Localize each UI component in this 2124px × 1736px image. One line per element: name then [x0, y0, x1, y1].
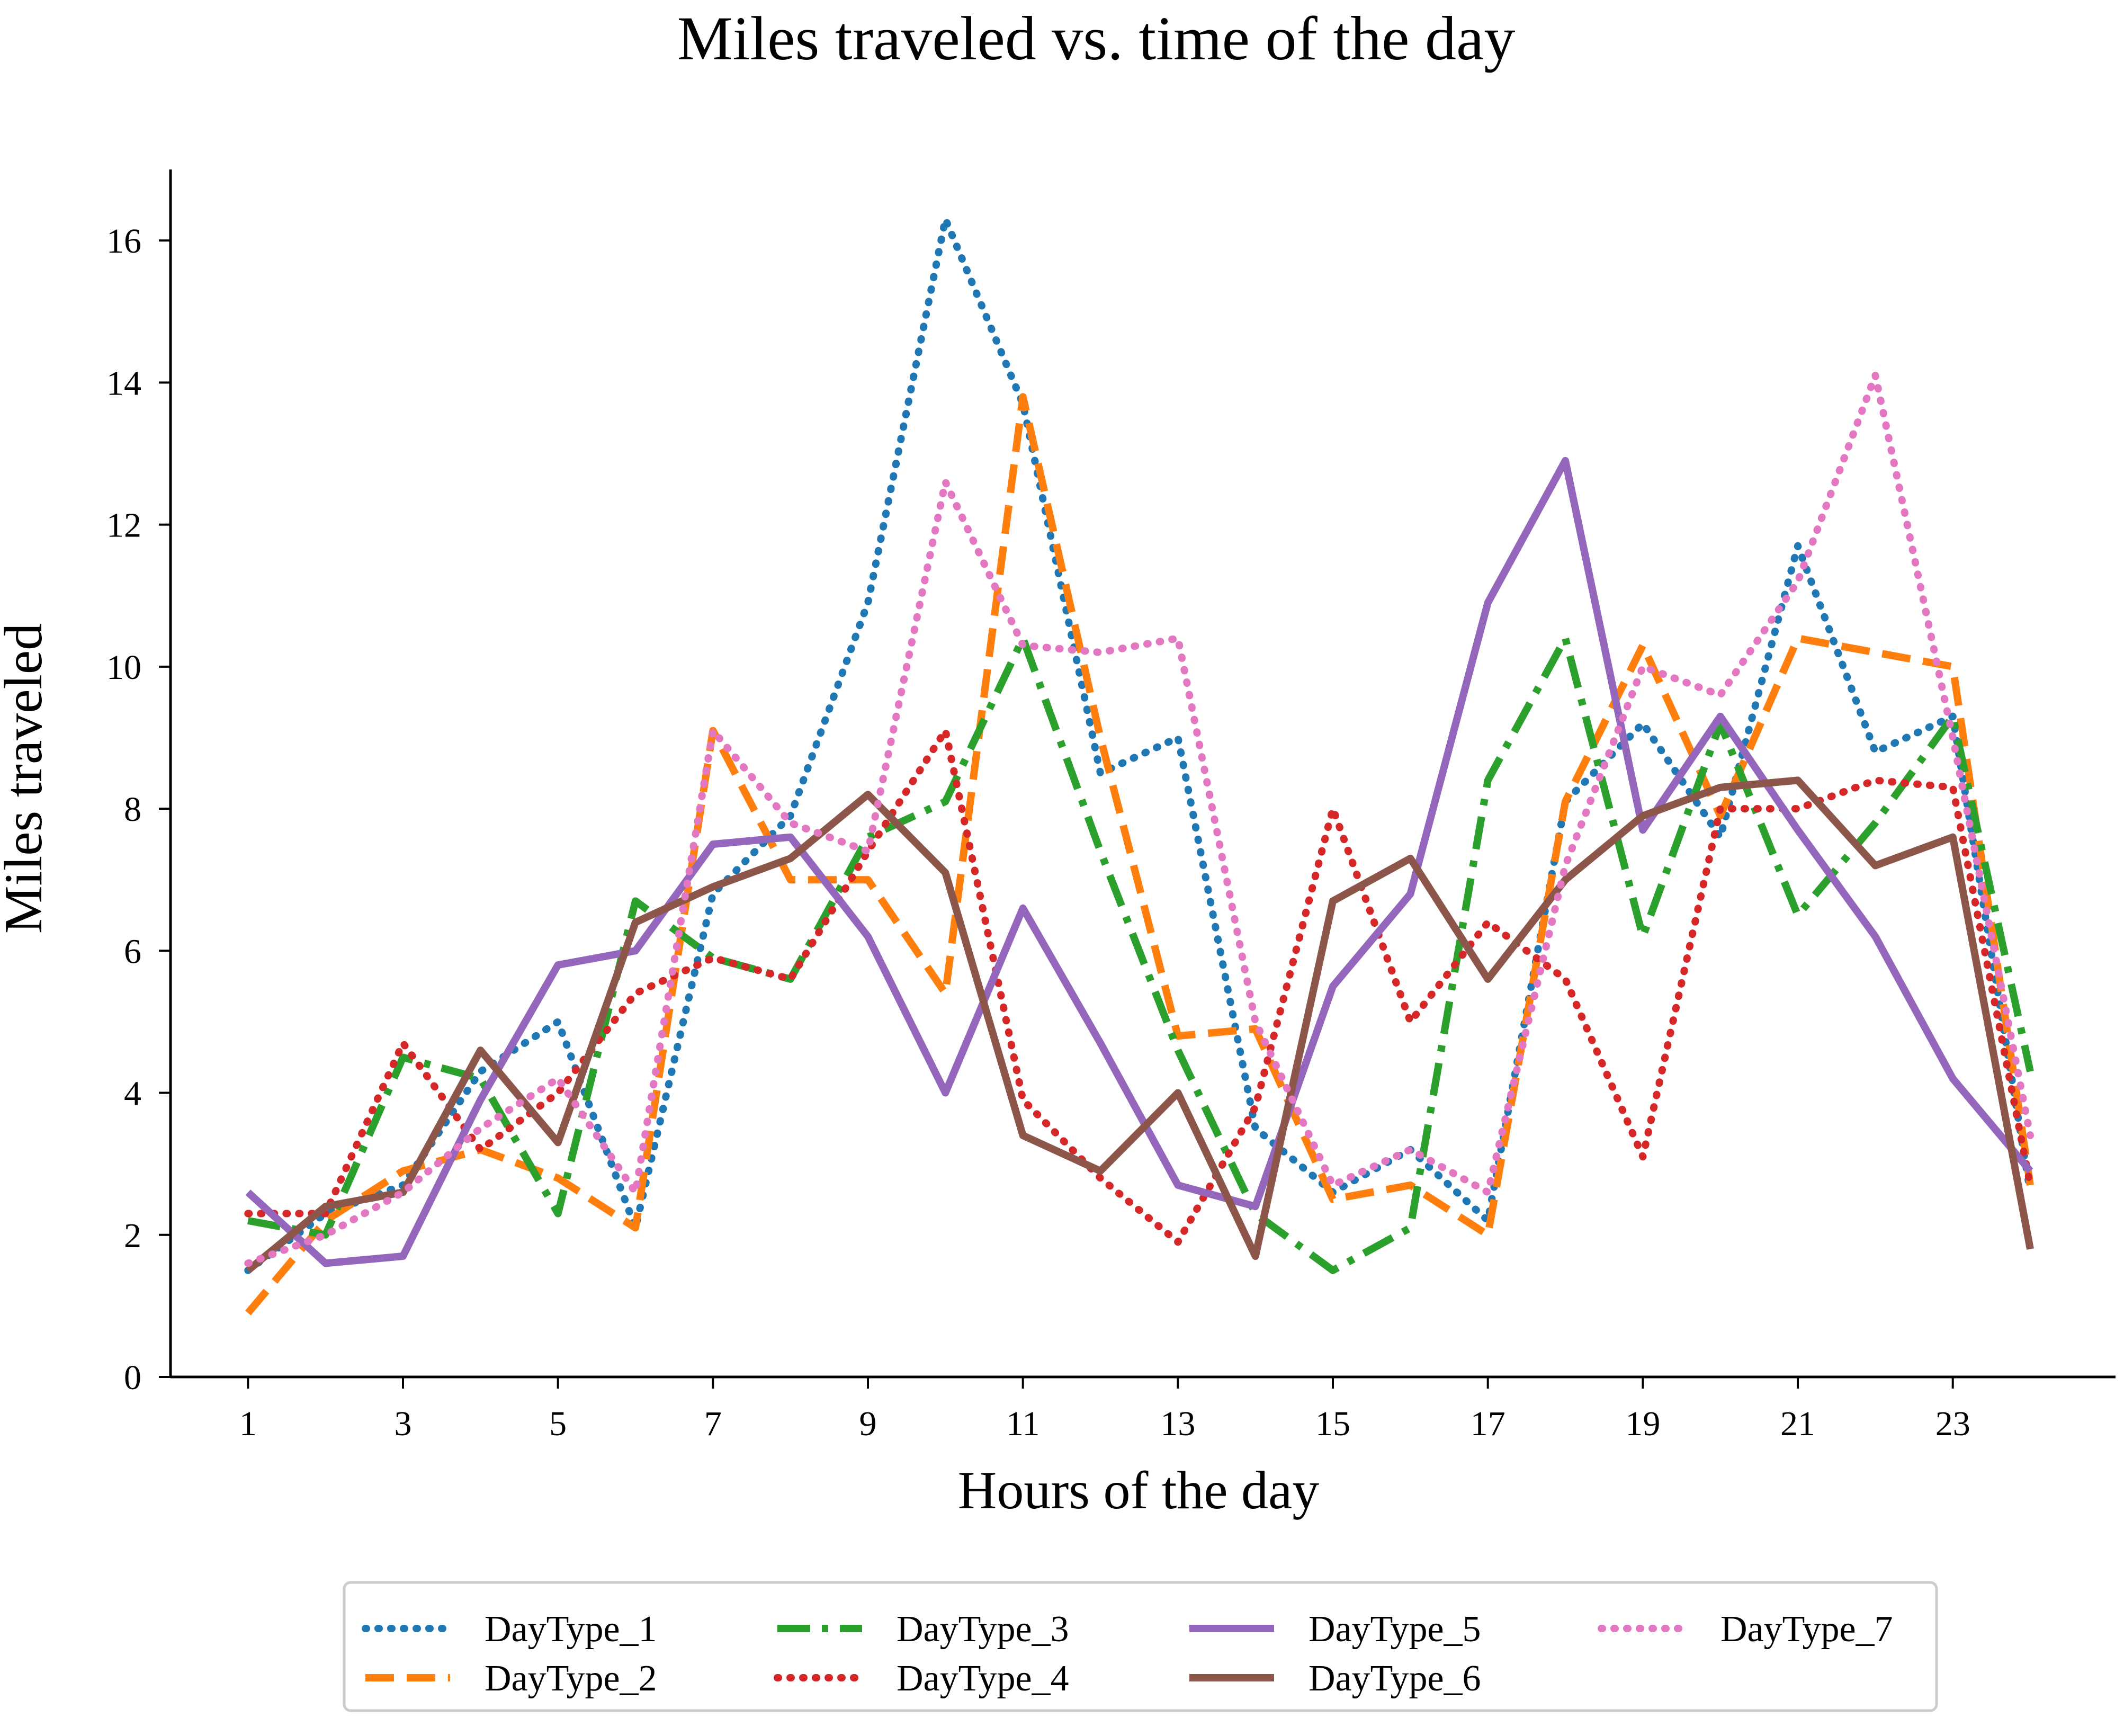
- y-tick-label: 6: [124, 932, 141, 971]
- legend-label: DayType_5: [1309, 1609, 1481, 1650]
- x-tick-label: 1: [239, 1404, 257, 1443]
- x-tick-label: 13: [1160, 1404, 1195, 1443]
- series-line-daytype-6: [245, 776, 2034, 1274]
- legend-item: DayType_6: [1189, 1658, 1481, 1699]
- series-lines: [244, 215, 2034, 1316]
- legend-label: DayType_1: [485, 1609, 657, 1650]
- y-axis-label: Miles traveled: [0, 623, 53, 934]
- series-line-daytype-3: [247, 634, 2034, 1274]
- y-tick-label: 0: [124, 1358, 141, 1397]
- legend-label: DayType_2: [485, 1658, 657, 1699]
- legend-item: DayType_2: [365, 1658, 657, 1699]
- y-tick-label: 10: [106, 648, 141, 687]
- chart-title: Miles traveled vs. time of the day: [677, 4, 1516, 73]
- x-tick-label: 5: [549, 1404, 567, 1443]
- x-tick-label: 17: [1471, 1404, 1505, 1443]
- y-tick-label: 14: [106, 364, 141, 402]
- y-tick-label: 16: [106, 222, 141, 261]
- legend-box: [343, 1581, 1938, 1712]
- y-tick-label: 8: [124, 790, 141, 829]
- legend: DayType_1 DayType_2 DayType_3 DayType_4 DayT…: [343, 1581, 1938, 1712]
- legend-item: DayType_3: [777, 1609, 1069, 1650]
- legend-item: DayType_1: [362, 1609, 657, 1650]
- x-axis-label: Hours of the day: [958, 1461, 1320, 1520]
- y-axis-ticks: 0 2 4 6 8 10 12 14 16: [106, 222, 171, 1397]
- x-tick-label: 11: [1006, 1404, 1040, 1443]
- legend-item: DayType_4: [774, 1658, 1069, 1699]
- legend-label: DayType_6: [1309, 1658, 1481, 1699]
- x-tick-label: 23: [1935, 1404, 1970, 1443]
- legend-item: DayType_5: [1189, 1609, 1481, 1650]
- legend-item: DayType_7: [1598, 1609, 1893, 1650]
- y-tick-label: 12: [106, 506, 141, 545]
- x-tick-label: 15: [1315, 1404, 1350, 1443]
- series-line-daytype-4: [244, 727, 2034, 1246]
- x-tick-label: 19: [1625, 1404, 1660, 1443]
- x-axis-ticks: 1 3 5 7 9 11 13 15 17 19 21 23: [239, 1377, 1970, 1443]
- series-line-daytype-5: [245, 457, 2033, 1267]
- x-tick-label: 21: [1780, 1404, 1815, 1443]
- x-tick-label: 3: [395, 1404, 412, 1443]
- x-tick-label: 9: [859, 1404, 877, 1443]
- legend-label: DayType_4: [897, 1658, 1069, 1699]
- y-tick-label: 2: [124, 1216, 141, 1255]
- series-line-daytype-2: [245, 393, 2034, 1316]
- axes: [169, 169, 2116, 1379]
- x-tick-label: 7: [704, 1404, 722, 1443]
- y-tick-label: 4: [124, 1075, 141, 1113]
- legend-label: DayType_7: [1720, 1609, 1893, 1650]
- legend-label: DayType_3: [897, 1609, 1069, 1650]
